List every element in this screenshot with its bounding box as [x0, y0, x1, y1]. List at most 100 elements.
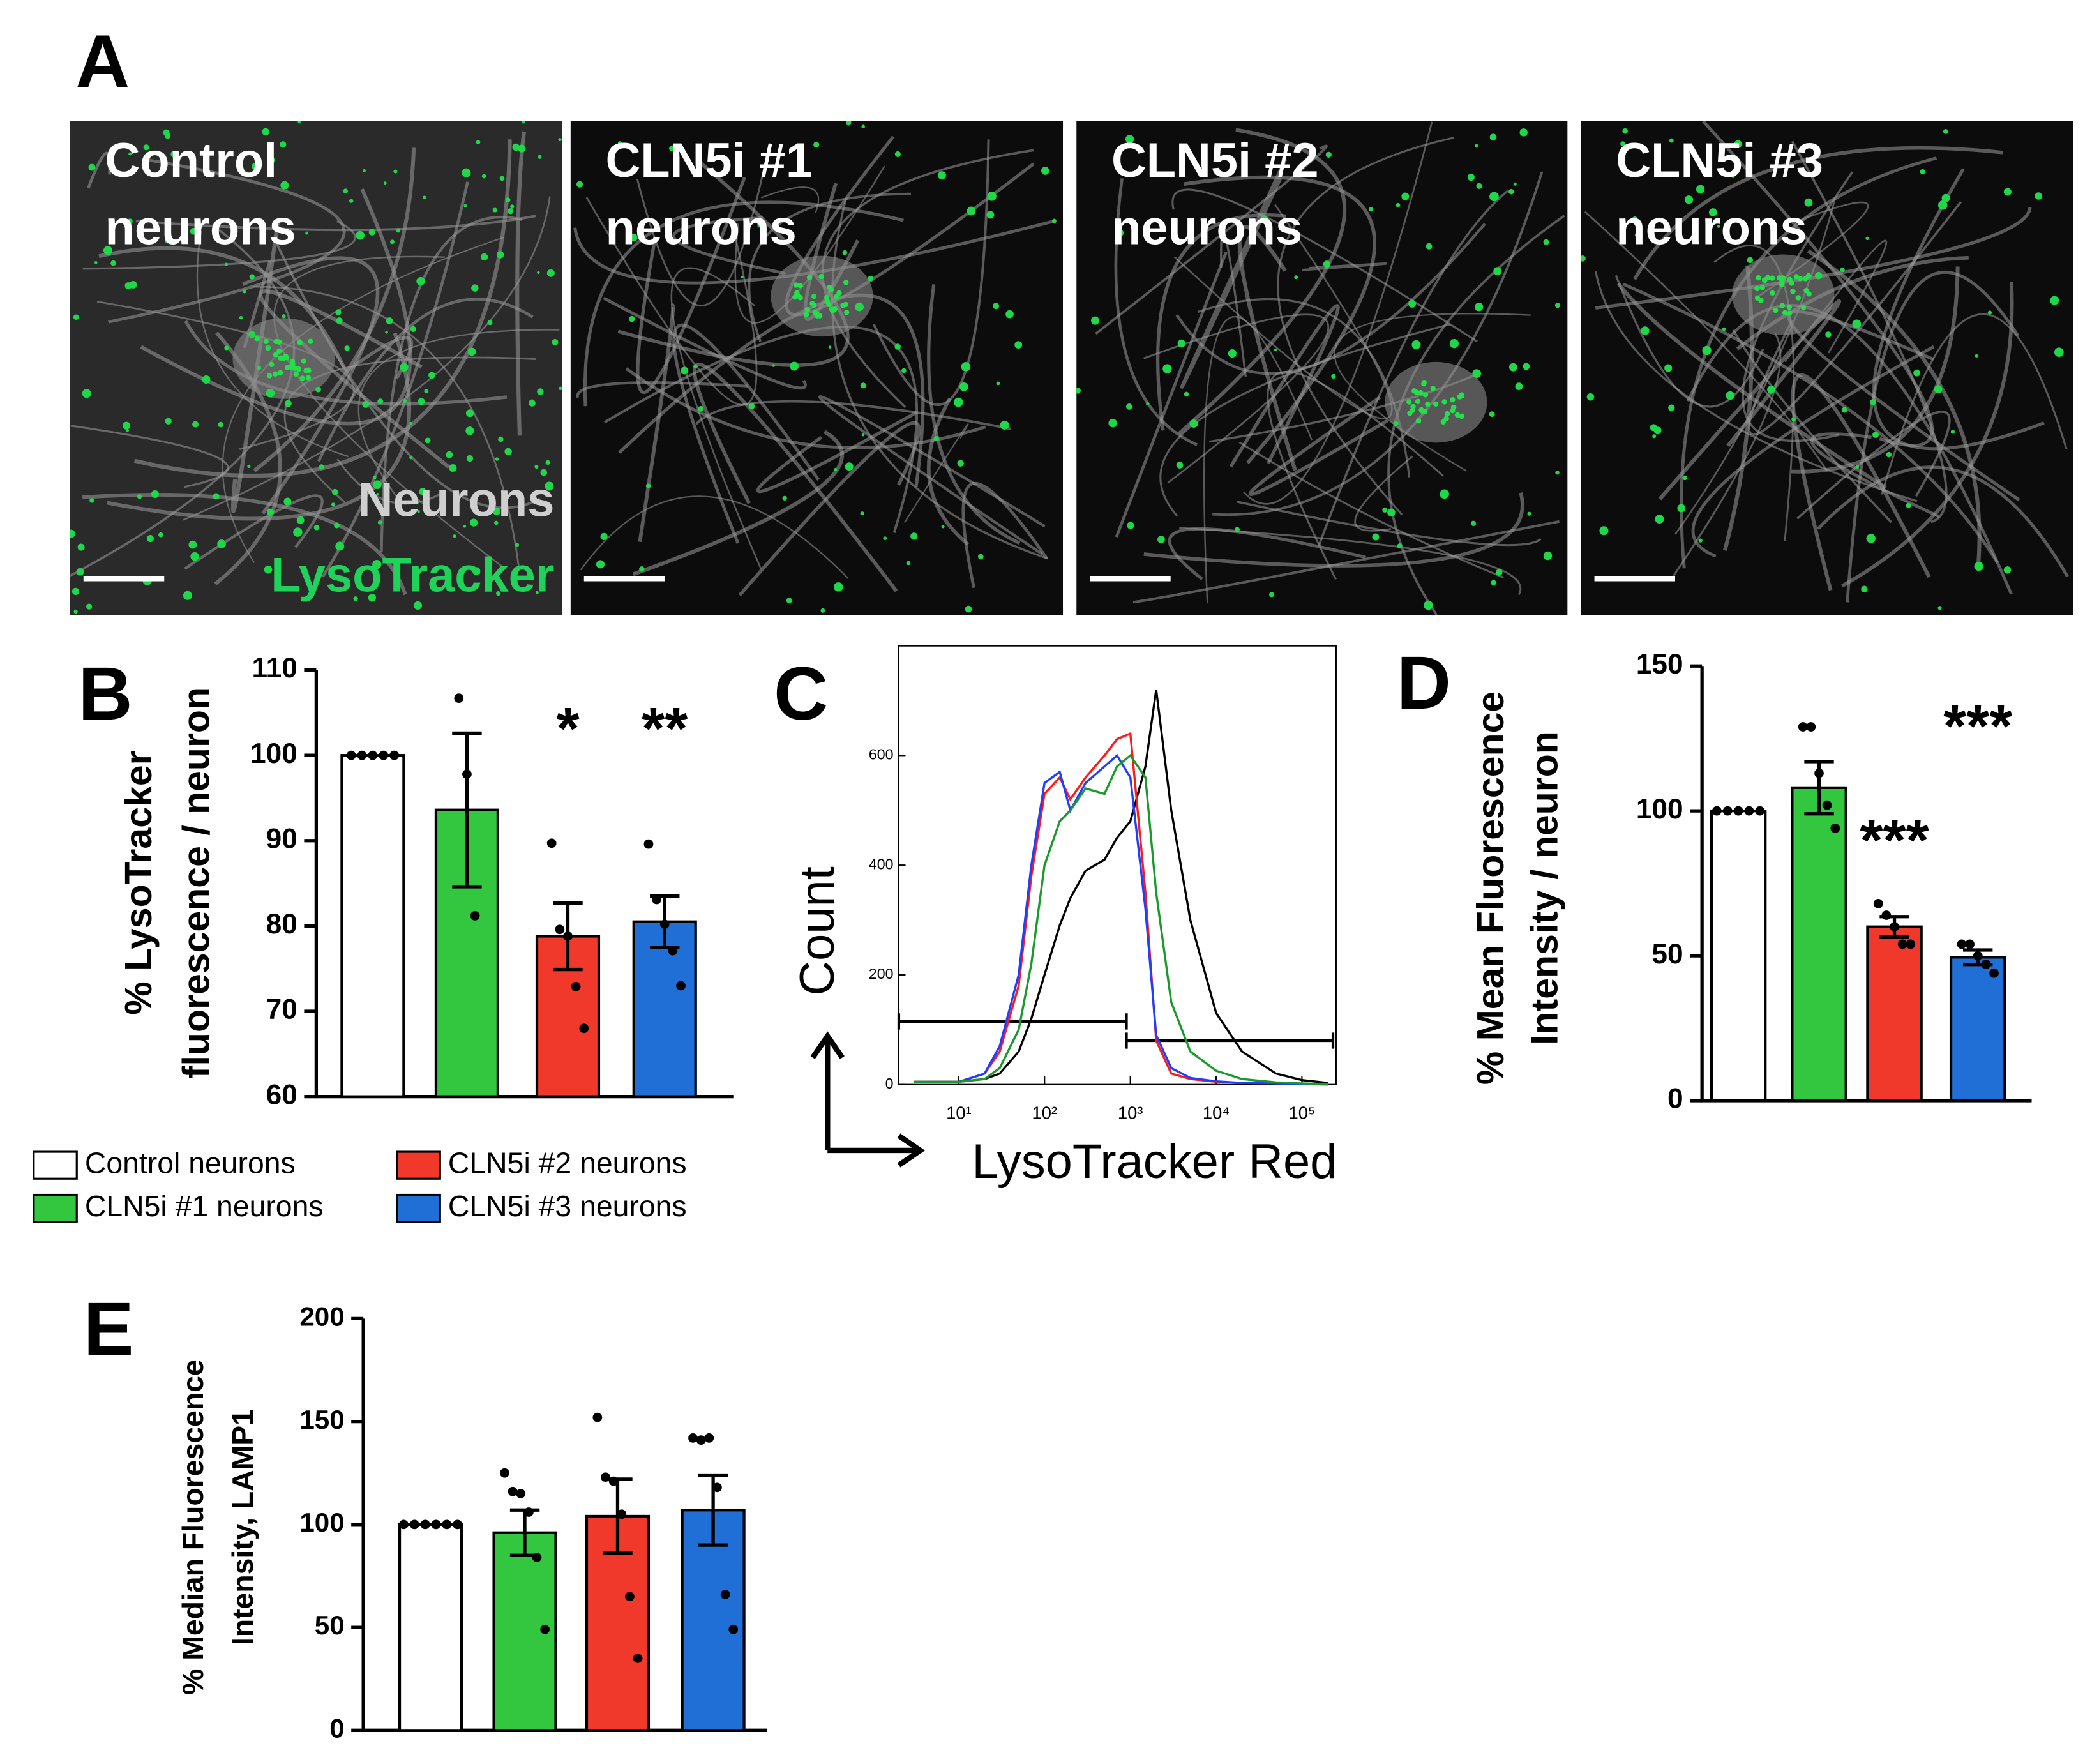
x-tick-label: 10⁴ [1203, 1103, 1230, 1122]
lysosome-dot [1440, 489, 1449, 499]
neurite [1248, 396, 1389, 496]
lysosome-dot [183, 591, 192, 600]
lysosome-dot [953, 397, 963, 407]
neurite [1159, 323, 1451, 517]
x-tick-label: 10³ [1118, 1103, 1143, 1122]
lysosome-dot [362, 400, 370, 408]
lysosome-dot [515, 543, 520, 547]
lysosome-dot [508, 208, 514, 215]
lysosome-dot [305, 231, 309, 235]
lysosome-dot [282, 314, 286, 319]
data-point [1897, 939, 1907, 949]
lysosome-dot [393, 169, 398, 174]
lysosome-dot [518, 144, 526, 153]
neurite [756, 411, 917, 494]
neurite [133, 139, 512, 478]
lysosome-dot [280, 141, 287, 148]
lysosome-dot [1655, 515, 1664, 524]
lysosome-dot [264, 565, 273, 574]
lysosome-dot [826, 301, 832, 308]
stain-label: Neurons [358, 472, 555, 527]
lysosome-dot [894, 343, 901, 350]
lysosome-dot [1325, 151, 1332, 158]
neurite [140, 188, 412, 426]
lysosome-dot [818, 273, 824, 280]
lysosome-dot [883, 536, 887, 541]
lysosome-dot [413, 601, 423, 610]
lysosome-dot [1041, 167, 1050, 175]
neurite [695, 400, 1011, 430]
lysosome-dot [843, 280, 849, 285]
legend-label: Control neurons [85, 1146, 296, 1179]
error-bar [452, 731, 482, 889]
lysosome-dot [512, 143, 520, 151]
lysosome-dot [1886, 451, 1892, 458]
lysosome-dot [1176, 462, 1184, 469]
lysosome-dot [1519, 128, 1528, 137]
lysosome-dot [1387, 508, 1396, 516]
y-tick-label: 600 [869, 746, 894, 763]
lysosome-dot [843, 301, 849, 308]
lysosome-dot [645, 483, 651, 488]
bar [1949, 956, 2006, 1103]
data-point [1814, 768, 1824, 778]
lysosome-dot [1726, 391, 1734, 400]
lysosome-dot [933, 435, 939, 441]
neurite [580, 495, 849, 580]
bar [681, 1509, 746, 1732]
lysosome-dot [1769, 275, 1775, 281]
data-point [1981, 960, 1991, 970]
lysosome-dot [190, 227, 197, 235]
lysosome-dot [1825, 331, 1832, 338]
lysosome-dot [1470, 520, 1477, 526]
lysosome-dot [1162, 364, 1172, 373]
lysosome-dot [987, 192, 997, 201]
data-point [1973, 951, 1983, 961]
lysosome-dot [1323, 260, 1331, 268]
data-point [643, 839, 654, 849]
lysosome-dot [368, 229, 375, 236]
lysosome-dot [86, 603, 93, 610]
lysosome-dot [861, 124, 865, 129]
lysosome-dot [1125, 135, 1134, 144]
lysosome-dot [811, 294, 817, 299]
significance-label: *** [1943, 693, 2012, 759]
lysosome-dot [1513, 182, 1517, 186]
lysosome-dot [558, 137, 562, 142]
lysosome-dot [1424, 600, 1433, 610]
lysosome-dot [1861, 585, 1868, 592]
lysosome-dot [336, 317, 343, 324]
data-point [625, 1592, 635, 1602]
lysosome-dot [906, 561, 911, 566]
lysosome-dot [505, 197, 511, 203]
lysosome-dot [1698, 538, 1703, 543]
lysosome-dot [806, 275, 813, 281]
lysosome-dot [1419, 408, 1426, 414]
lysosome-dot [698, 405, 704, 412]
data-point [470, 911, 480, 921]
lysosome-dot [894, 151, 901, 157]
lysosome-dot [1177, 339, 1185, 348]
lysosome-dot [465, 409, 474, 418]
lysosome-dot [1641, 326, 1650, 335]
lysosome-dot [469, 518, 478, 527]
lysosome-dot [288, 364, 294, 370]
cell-body [771, 255, 873, 337]
lysosome-dot [1426, 243, 1433, 250]
neurite [1354, 455, 1413, 532]
data-point [571, 981, 581, 991]
lysosome-dot [1632, 216, 1638, 222]
data-point [500, 1468, 509, 1478]
micrograph-content [70, 121, 563, 615]
lysosome-dot [793, 282, 799, 288]
lysosome-dot [1786, 310, 1793, 316]
neurite [1184, 175, 1376, 465]
lysosome-dot [498, 436, 504, 442]
y-tick-label: 150 [299, 1405, 344, 1435]
neurite [1220, 230, 1247, 377]
lysosome-dot [957, 460, 964, 467]
data-point [592, 1412, 603, 1422]
lysosome-dot [283, 353, 289, 359]
data-point [617, 1509, 627, 1519]
lysosome-dot [423, 195, 426, 200]
